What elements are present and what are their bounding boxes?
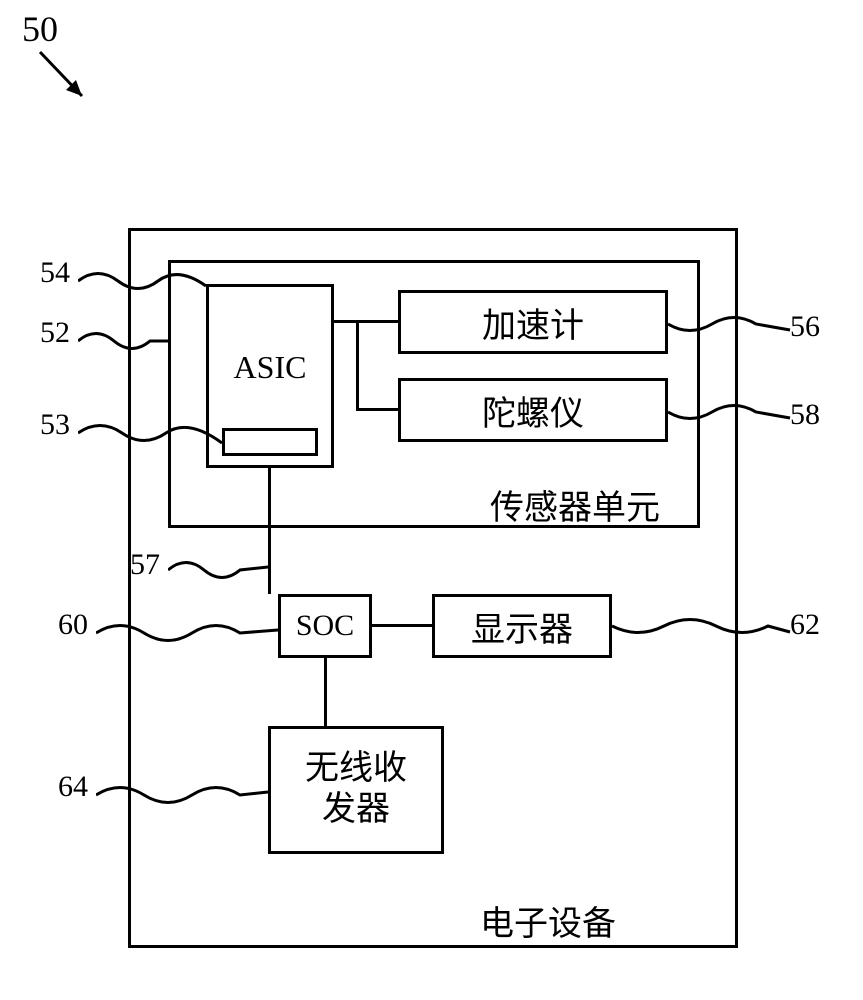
diagram-canvas: 50 电子设备 传感器单元 ASIC 加速计 陀螺仪 SOC 显示器 无线收 发… <box>0 0 863 1000</box>
soc-box: SOC <box>278 594 372 658</box>
leader-53 <box>78 418 224 454</box>
accel-label: 加速计 <box>482 298 584 347</box>
line-soc-display <box>372 624 432 627</box>
leader-56 <box>668 312 792 342</box>
callout-54: 54 <box>40 256 70 290</box>
soc-label: SOC <box>296 609 354 643</box>
display-label: 显示器 <box>471 602 573 651</box>
leader-57 <box>168 555 270 585</box>
line-asic-vert <box>356 320 359 410</box>
transceiver-line1: 无线收 <box>305 749 407 790</box>
callout-60: 60 <box>58 608 88 642</box>
callout-58: 58 <box>790 398 820 432</box>
line-asic-gyro <box>356 408 398 411</box>
leader-54 <box>78 266 208 296</box>
pointer-50-arrow <box>30 44 100 114</box>
callout-57: 57 <box>130 548 160 582</box>
leader-58 <box>668 400 792 430</box>
display-box: 显示器 <box>432 594 612 658</box>
line-soc-trans <box>324 658 327 726</box>
asic-label: ASIC <box>209 349 331 386</box>
leader-52 <box>78 326 172 356</box>
leader-64 <box>96 780 270 810</box>
sensor-unit-label: 传感器单元 <box>490 480 660 529</box>
gyro-label: 陀螺仪 <box>482 386 584 435</box>
transceiver-text: 无线收 发器 <box>305 749 407 831</box>
leader-62 <box>612 614 792 644</box>
callout-52: 52 <box>40 316 70 350</box>
callout-56: 56 <box>790 310 820 344</box>
transceiver-line2: 发器 <box>305 790 407 831</box>
gyro-box: 陀螺仪 <box>398 378 668 442</box>
transceiver-box: 无线收 发器 <box>268 726 444 854</box>
line-asic-accel <box>334 320 398 323</box>
asic-sub-box <box>222 428 318 456</box>
callout-53: 53 <box>40 408 70 442</box>
device-label: 电子设备 <box>480 896 616 945</box>
leader-60 <box>96 618 280 648</box>
accel-box: 加速计 <box>398 290 668 354</box>
callout-64: 64 <box>58 770 88 804</box>
callout-62: 62 <box>790 608 820 642</box>
